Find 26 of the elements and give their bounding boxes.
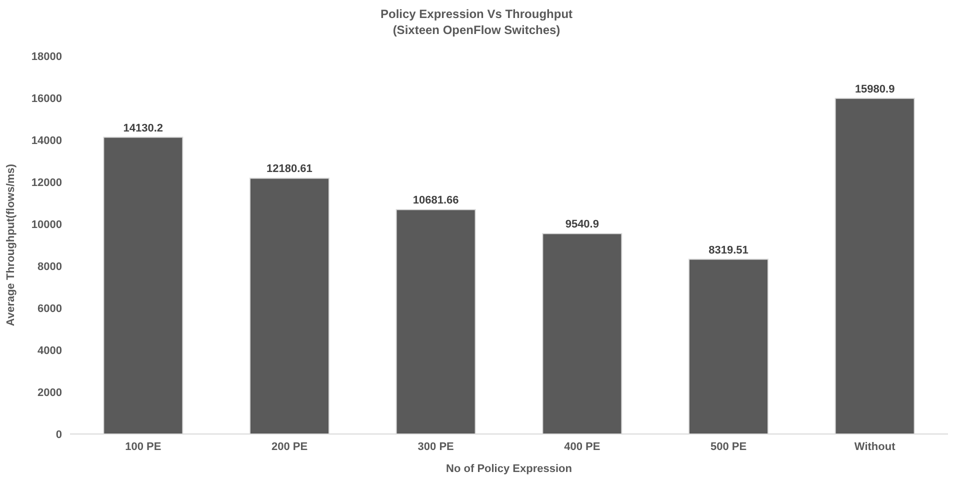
y-tick-label: 16000 bbox=[31, 92, 62, 105]
x-tick-label: 200 PE bbox=[271, 440, 308, 453]
x-axis-title: No of Policy Expression bbox=[446, 463, 572, 475]
y-tick-label: 8000 bbox=[38, 260, 62, 273]
data-label: 15980.9 bbox=[854, 83, 895, 96]
x-tick-label: 400 PE bbox=[564, 440, 600, 453]
y-tick-label: 18000 bbox=[31, 50, 62, 63]
y-tick-label: 12000 bbox=[31, 176, 62, 189]
x-tick-label: 500 PE bbox=[710, 440, 747, 453]
y-tick-label: 2000 bbox=[38, 386, 62, 399]
data-label: 12180.61 bbox=[266, 163, 312, 176]
chart-title: Policy Expression Vs Throughput bbox=[379, 6, 574, 22]
data-label: 8319.51 bbox=[708, 244, 748, 256]
y-axis-title: Average Throughput(flows/ms) bbox=[4, 164, 17, 326]
y-tick-label: 4000 bbox=[38, 344, 62, 357]
chart-subtitle: (Sixteen OpenFlow Switches) bbox=[392, 22, 562, 38]
data-label: 10681.66 bbox=[412, 194, 459, 207]
y-tick-label: 10000 bbox=[31, 218, 62, 231]
x-tick-label: 100 PE bbox=[125, 440, 162, 453]
x-tick-label: 300 PE bbox=[418, 440, 454, 453]
data-label: 9540.9 bbox=[565, 218, 599, 231]
data-label: 14130.2 bbox=[123, 122, 164, 134]
y-tick-label: 14000 bbox=[31, 134, 62, 147]
x-tick-label: Without bbox=[854, 440, 896, 453]
y-tick-label: 6000 bbox=[38, 302, 62, 315]
y-tick-label: 0 bbox=[56, 428, 62, 441]
